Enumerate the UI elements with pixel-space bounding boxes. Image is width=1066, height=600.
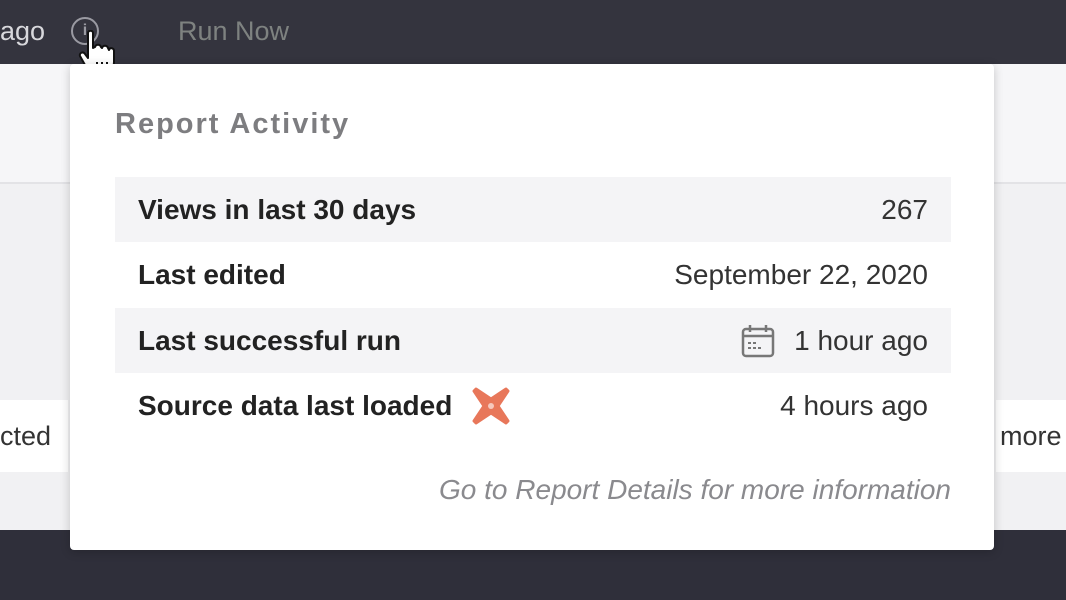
row-label: Last edited bbox=[138, 258, 286, 290]
row-label: Views in last 30 days bbox=[138, 193, 417, 225]
report-activity-popover: Report Activity Views in last 30 days 26… bbox=[70, 64, 994, 550]
calendar-icon bbox=[741, 324, 775, 357]
last-run-text: ago bbox=[0, 16, 46, 46]
row-label: Last successful run bbox=[138, 324, 401, 356]
background-card-text: more bbox=[1000, 421, 1062, 451]
background-card: cted bbox=[0, 400, 68, 472]
activity-row: Source data last loaded 4 hours ago bbox=[115, 373, 951, 438]
run-now-button[interactable]: Run Now bbox=[178, 16, 290, 46]
row-value: 1 hour ago bbox=[794, 324, 928, 356]
row-value: 4 hours ago bbox=[780, 389, 928, 421]
row-label: Source data last loaded bbox=[138, 389, 453, 421]
activity-row: Last edited September 22, 2020 bbox=[115, 242, 951, 307]
background-card-text: cted bbox=[0, 421, 52, 451]
info-icon[interactable]: i bbox=[71, 17, 99, 45]
activity-row: Last successful run 1 hour ago bbox=[115, 308, 951, 373]
activity-row: Views in last 30 days 267 bbox=[115, 177, 951, 242]
dbt-logo-icon bbox=[472, 387, 510, 424]
row-value: 267 bbox=[881, 193, 928, 225]
top-bar: ago i Run Now bbox=[0, 0, 1066, 74]
report-details-link[interactable]: Go to Report Details for more informatio… bbox=[439, 474, 951, 505]
popover-title: Report Activity bbox=[115, 108, 351, 140]
row-value: September 22, 2020 bbox=[674, 258, 928, 290]
background-card: more bbox=[996, 400, 1066, 472]
